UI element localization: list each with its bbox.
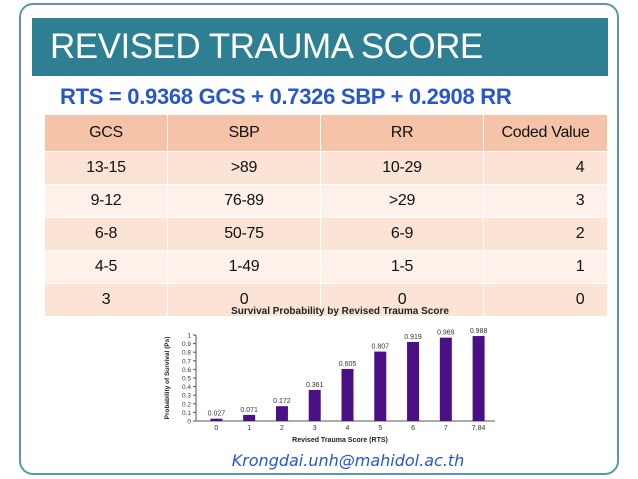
bar <box>308 389 321 421</box>
cell-coded-value: 3 <box>483 184 608 218</box>
cell-rr: 10-29 <box>320 151 484 185</box>
y-tick-label: 0.7 <box>182 358 191 365</box>
survival-chart: Survival Probability by Revised Trauma S… <box>140 302 495 452</box>
bar-value-label: 0.071 <box>240 407 258 414</box>
y-tick-label: 0.4 <box>182 384 191 391</box>
bar <box>341 368 354 421</box>
header-gcs: GCS <box>44 114 168 152</box>
cell-gcs: 13-15 <box>44 151 168 185</box>
y-tick-label: 0.9 <box>182 341 191 348</box>
y-tick-label: 0.1 <box>182 410 191 417</box>
x-tick-label: 1 <box>247 425 251 432</box>
bar <box>275 406 288 421</box>
bar <box>210 418 223 421</box>
bar-value-label: 0.605 <box>339 361 357 368</box>
cell-sbp: 50-75 <box>167 217 321 251</box>
bar <box>472 336 485 421</box>
bar <box>407 341 420 421</box>
cell-sbp: >89 <box>167 151 321 185</box>
x-tick-label: 4 <box>346 425 350 432</box>
slide-frame <box>19 3 619 475</box>
y-tick-label: 0 <box>187 419 191 426</box>
bar-value-label: 0.361 <box>306 382 324 389</box>
bar-value-label: 0.969 <box>437 330 455 337</box>
header-rr: RR <box>320 114 484 152</box>
cell-rr: >29 <box>320 184 484 218</box>
rts-formula: RTS = 0.9368 GCS + 0.7326 SBP + 0.2908 R… <box>60 84 512 109</box>
chart-title: Survival Probability by Revised Trauma S… <box>231 306 449 317</box>
x-tick-label: 7.84 <box>472 425 486 432</box>
y-tick-label: 1 <box>187 333 191 340</box>
x-tick-label: 3 <box>313 425 317 432</box>
cell-rr: 1-5 <box>320 250 484 284</box>
y-axis-label: Probability of Survival (Ps) <box>164 337 171 420</box>
table-row: 13-15 >89 10-29 4 <box>44 151 608 185</box>
cell-coded-value: 1 <box>483 250 608 284</box>
bar-value-label: 0.807 <box>372 344 390 351</box>
bar <box>439 337 452 421</box>
bar <box>374 351 387 421</box>
table-header-row: GCS SBP RR Coded Value <box>44 114 608 152</box>
cell-sbp: 76-89 <box>167 184 321 218</box>
survival-chart-svg: Survival Probability by Revised Trauma S… <box>164 306 495 444</box>
x-axis-label: Revised Trauma Score (RTS) <box>292 437 388 444</box>
table-row: 9-12 76-89 >29 3 <box>44 184 608 218</box>
cell-coded-value: 2 <box>483 217 608 251</box>
y-tick-label: 0.2 <box>182 401 191 408</box>
x-tick-label: 7 <box>444 425 448 432</box>
bar-value-label: 0.919 <box>404 334 422 341</box>
table-row: 4-5 1-49 1-5 1 <box>44 250 608 284</box>
bar <box>243 414 256 421</box>
cell-gcs: 6-8 <box>44 217 168 251</box>
coded-value-table: GCS SBP RR Coded Value 13-15 >89 10-29 4 9-1… <box>44 114 608 317</box>
y-tick-label: 0.8 <box>182 350 191 357</box>
cell-gcs: 3 <box>44 283 168 317</box>
y-tick-label: 0.5 <box>182 376 191 383</box>
x-tick-label: 5 <box>378 425 382 432</box>
table-row: 6-8 50-75 6-9 2 <box>44 217 608 251</box>
cell-gcs: 4-5 <box>44 250 168 284</box>
x-tick-label: 0 <box>214 425 218 432</box>
x-tick-label: 6 <box>411 425 415 432</box>
bar-value-label: 0.027 <box>208 411 226 418</box>
y-tick-label: 0.3 <box>182 393 191 400</box>
cell-rr: 0 <box>320 283 484 317</box>
cell-sbp: 1-49 <box>167 250 321 284</box>
y-tick-label: 0.6 <box>182 367 191 374</box>
cell-gcs: 9-12 <box>44 184 168 218</box>
header-sbp: SBP <box>167 114 321 152</box>
slide-title: REVISED TRAUMA SCORE <box>32 18 608 76</box>
cell-coded-value: 4 <box>483 151 608 185</box>
footer-email: Krongdai.unh@mahidol.ac.th <box>231 451 465 470</box>
bar-value-label: 0.172 <box>273 398 291 405</box>
header-coded-value: Coded Value <box>483 114 608 152</box>
cell-rr: 6-9 <box>320 217 484 251</box>
bar-value-label: 0.988 <box>470 328 488 335</box>
x-tick-label: 2 <box>280 425 284 432</box>
cell-coded-value: 0 <box>483 283 608 317</box>
